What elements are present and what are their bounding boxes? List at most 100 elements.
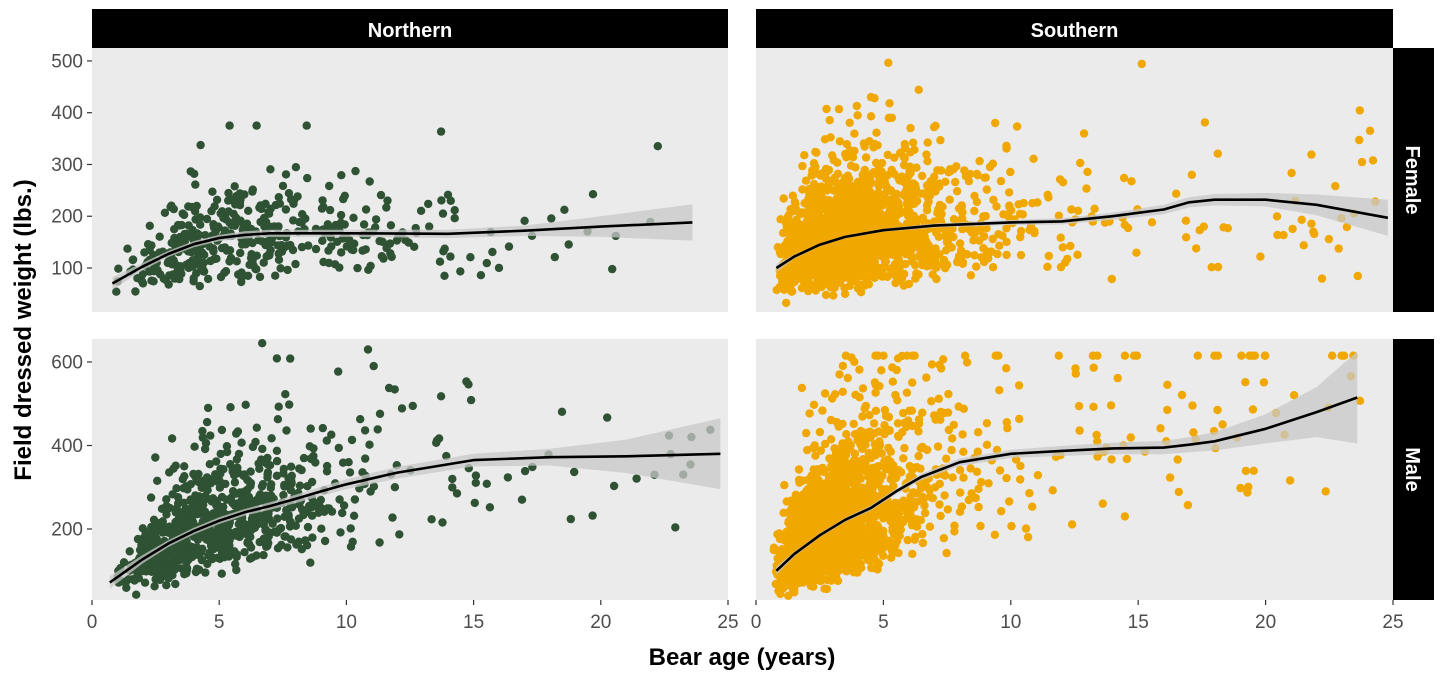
data-point [812, 215, 820, 223]
data-point [914, 452, 922, 460]
data-point [1057, 234, 1065, 242]
data-point [1066, 242, 1074, 250]
data-point [225, 121, 233, 129]
data-point [190, 504, 198, 512]
data-point [970, 230, 978, 238]
data-point [919, 496, 927, 504]
data-point [975, 157, 983, 165]
data-point [859, 492, 867, 500]
data-point [836, 278, 844, 286]
data-point [1014, 200, 1022, 208]
data-point [440, 272, 448, 280]
data-point [1082, 184, 1090, 192]
data-point [835, 105, 843, 113]
data-point [123, 245, 131, 253]
data-point [873, 565, 881, 573]
data-point [979, 244, 987, 252]
data-point [276, 264, 284, 272]
data-point [984, 479, 992, 487]
data-point [671, 523, 679, 531]
data-point [847, 162, 855, 170]
data-point [286, 241, 294, 249]
data-point [273, 447, 281, 455]
data-point [1073, 251, 1081, 259]
data-point [218, 244, 226, 252]
data-point [798, 162, 806, 170]
data-point [1017, 227, 1025, 235]
data-point [915, 230, 923, 238]
data-point [770, 544, 778, 552]
data-point [274, 544, 282, 552]
data-point [285, 400, 293, 408]
data-point [886, 517, 894, 525]
data-point [349, 214, 357, 222]
data-point [829, 291, 837, 299]
data-point [846, 213, 854, 221]
data-point [220, 549, 228, 557]
data-point [217, 450, 225, 458]
y-tick-label: 200 [51, 207, 83, 228]
data-point [267, 434, 275, 442]
data-point [973, 468, 981, 476]
data-point [846, 119, 854, 127]
data-point [866, 193, 874, 201]
data-point [335, 444, 343, 452]
data-point [895, 522, 903, 530]
data-point [1156, 424, 1164, 432]
data-point [347, 524, 355, 532]
data-point [862, 153, 870, 161]
data-point [928, 360, 936, 368]
data-point [437, 392, 445, 400]
data-point [339, 459, 347, 467]
data-point [798, 263, 806, 271]
data-point [361, 454, 369, 462]
data-point [839, 362, 847, 370]
data-point [935, 395, 943, 403]
data-point [914, 270, 922, 278]
data-point [206, 460, 214, 468]
data-point [967, 271, 975, 279]
data-point [776, 590, 784, 598]
data-point [229, 467, 237, 475]
data-point [197, 548, 205, 556]
data-point [908, 257, 916, 265]
data-point [174, 493, 182, 501]
data-point [477, 271, 485, 279]
data-point [261, 200, 269, 208]
data-point [875, 427, 883, 435]
data-point [860, 212, 868, 220]
data-point [1049, 486, 1057, 494]
data-point [231, 478, 239, 486]
data-point [1059, 243, 1067, 251]
data-point [900, 281, 908, 289]
data-point [863, 525, 871, 533]
data-point [894, 419, 902, 427]
data-point [908, 378, 916, 386]
data-point [305, 502, 313, 510]
data-point [334, 367, 342, 375]
data-point [827, 462, 835, 470]
data-point [910, 352, 918, 360]
data-point [547, 214, 555, 222]
data-point [377, 191, 385, 199]
data-point [862, 402, 870, 410]
data-point [654, 142, 662, 150]
data-point [451, 214, 459, 222]
data-point [903, 389, 911, 397]
data-point [874, 480, 882, 488]
data-point [1192, 244, 1200, 252]
data-point [940, 534, 948, 542]
data-point [934, 442, 942, 450]
data-point [853, 111, 861, 119]
data-point [905, 237, 913, 245]
data-point [811, 148, 819, 156]
data-point [366, 177, 374, 185]
data-point [166, 504, 174, 512]
data-point [1002, 364, 1010, 372]
data-point [1016, 475, 1024, 483]
data-point [974, 171, 982, 179]
data-point [1148, 218, 1156, 226]
data-point [211, 509, 219, 517]
data-point [884, 444, 892, 452]
